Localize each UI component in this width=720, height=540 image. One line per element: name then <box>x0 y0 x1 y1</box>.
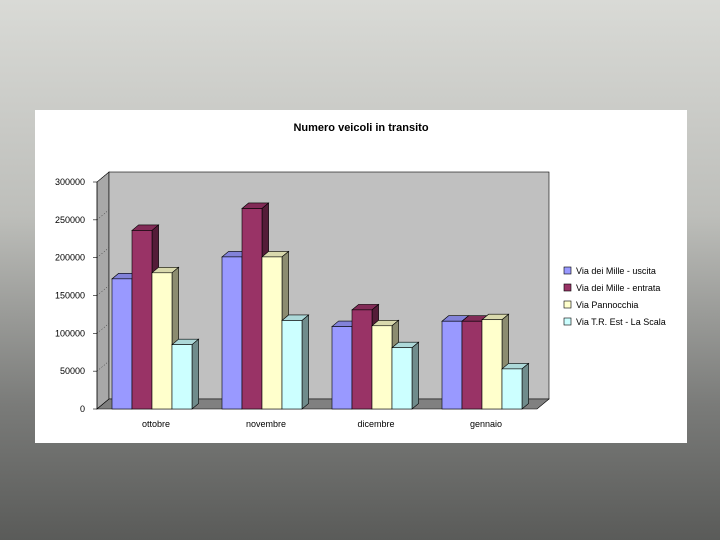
x-tick-label: novembre <box>246 419 286 429</box>
legend-swatch <box>563 317 572 326</box>
bar-side <box>521 362 529 410</box>
y-tick-label: 300000 <box>55 177 85 187</box>
legend-box <box>560 262 682 334</box>
bar-side <box>301 314 309 410</box>
x-tick-label: dicembre <box>357 419 394 429</box>
legend-swatch <box>563 300 572 309</box>
bar-front <box>221 256 243 410</box>
bar-front <box>501 368 523 410</box>
bar-front <box>261 256 283 410</box>
x-axis: ottobre novembre dicembre gennaio <box>142 419 502 429</box>
side-wall <box>96 171 110 410</box>
bar-front <box>371 325 393 410</box>
legend-item: Via dei Mille - entrata <box>563 283 660 293</box>
x-tick-label: ottobre <box>142 419 170 429</box>
chart-title: Numero veicoli in transito <box>293 122 428 134</box>
bar <box>391 341 420 410</box>
bar-front <box>171 344 193 410</box>
bar <box>281 314 310 410</box>
y-tick-label: 100000 <box>55 328 85 338</box>
legend-label: Via T.R. Est - La Scala <box>576 317 666 327</box>
legend-label: Via dei Mille - uscita <box>576 266 656 276</box>
bar <box>501 362 530 410</box>
bar-chart: Numero veicoli in transito 0 50000 100000 1… <box>55 122 682 429</box>
bar-front <box>391 347 413 410</box>
bar-front <box>481 319 503 410</box>
bar-side <box>191 338 199 410</box>
bar-front <box>281 320 303 410</box>
y-tick-label: 200000 <box>55 253 85 263</box>
y-tick-label: 0 <box>80 404 85 414</box>
bar <box>171 338 200 410</box>
bars <box>111 202 530 410</box>
legend-item: Via Pannocchia <box>563 300 638 310</box>
x-tick-label: gennaio <box>470 419 502 429</box>
legend: Via dei Mille - uscita Via dei Mille - en… <box>560 262 682 334</box>
bar-front <box>111 278 133 410</box>
bar-side <box>411 341 419 410</box>
bar-front <box>131 230 153 410</box>
bar-front <box>151 272 173 410</box>
y-axis: 0 50000 100000 150000 200000 250000 300000 <box>55 171 110 414</box>
bar-front <box>241 208 263 410</box>
bar-front <box>351 309 373 410</box>
y-tick-label: 150000 <box>55 291 85 301</box>
bar-front <box>331 326 353 410</box>
legend-label: Via dei Mille - entrata <box>576 283 660 293</box>
bar-front <box>461 320 483 410</box>
legend-item: Via dei Mille - uscita <box>563 266 656 276</box>
y-tick-label: 250000 <box>55 215 85 225</box>
legend-swatch <box>563 266 572 275</box>
legend-swatch <box>563 283 572 292</box>
bar-front <box>441 320 463 410</box>
legend-label: Via Pannocchia <box>576 300 638 310</box>
chart-panel: Numero veicoli in transito 0 50000 100000 1… <box>35 110 687 443</box>
legend-item: Via T.R. Est - La Scala <box>563 317 666 327</box>
y-tick-label: 50000 <box>60 366 85 376</box>
